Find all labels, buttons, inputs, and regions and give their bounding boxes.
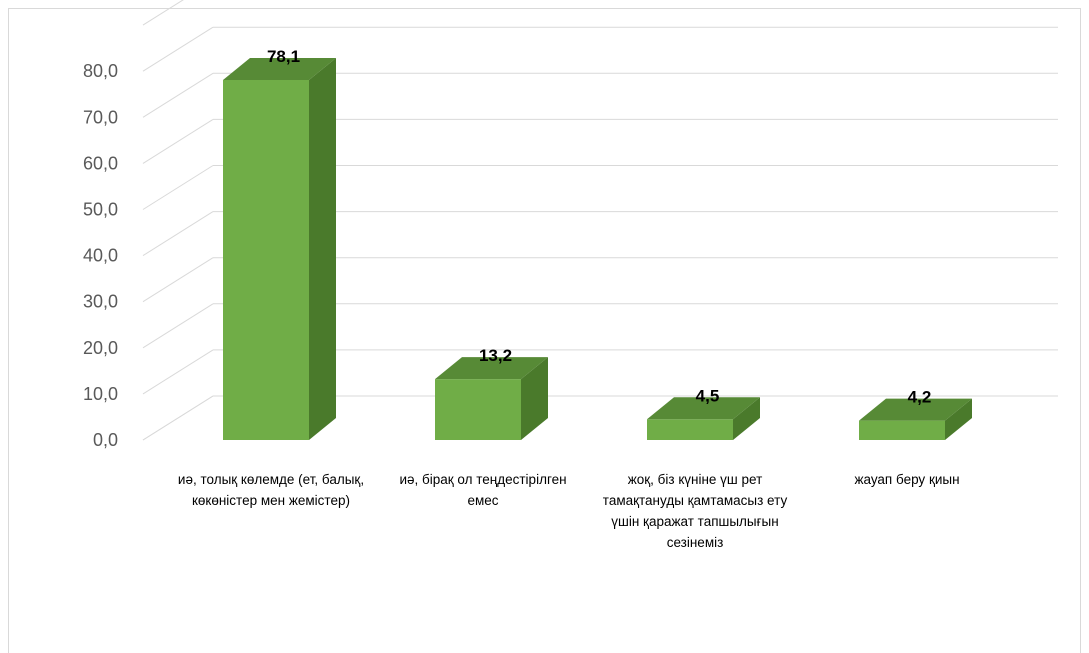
data-label: 78,1 [267,47,300,66]
y-tick-label: 60,0 [83,153,118,173]
bar-top [647,397,760,420]
x-category-label: иә, толық көлемде (ет, балық, көкөністер… [177,472,365,508]
bar-front [647,419,733,440]
data-labels: 78,1 13,2 4,5 4,2 [267,47,931,407]
y-tick-label: 50,0 [83,200,118,220]
bar-side [945,398,972,440]
y-tick-label: 30,0 [83,292,118,312]
y-tick-label: 10,0 [83,384,118,404]
y-tick-label: 20,0 [83,338,118,358]
y-tick-label: 40,0 [83,246,118,266]
gridlines [142,0,1058,441]
data-label: 4,2 [908,388,932,407]
bar-3 [647,397,760,440]
bar-top [859,398,972,421]
data-label: 4,5 [696,386,720,405]
gridline-side [142,211,214,257]
y-tick-label: 80,0 [83,61,118,81]
bar-front [223,79,309,441]
bar-top [223,57,336,80]
bar-4 [859,398,972,440]
floor-edge [142,395,214,441]
x-category-label: жоқ, біз күніне үш рет тамақтануды қамта… [602,472,788,550]
bars [223,57,972,441]
x-category-label: иә, бірақ ол теңдестірілген емес [399,472,567,508]
bar-2 [435,357,548,440]
gridline-side [142,165,214,210]
chart-frame [8,8,1081,653]
y-tick-label: 70,0 [83,107,118,127]
y-tick-label: 0,0 [93,430,118,450]
bar-front [859,420,945,440]
gridline-side [142,349,214,395]
gridline-side [142,118,214,164]
gridline-side [142,257,214,303]
data-label: 13,2 [479,346,512,365]
gridline-side [142,303,214,349]
bar-side [309,57,336,441]
x-category-label: жауап беру қиын [854,472,960,487]
bar-side [733,397,760,440]
bar-front [435,379,521,440]
gridline-side [142,72,214,118]
bar-1 [223,57,336,441]
gridline-side [142,0,184,26]
bar-side [521,357,548,440]
bar-top [435,357,548,380]
y-axis-ticks: 0,0 10,0 20,0 30,0 40,0 50,0 60,0 70,0 80,0 [83,61,118,450]
gridline-side [142,26,214,72]
